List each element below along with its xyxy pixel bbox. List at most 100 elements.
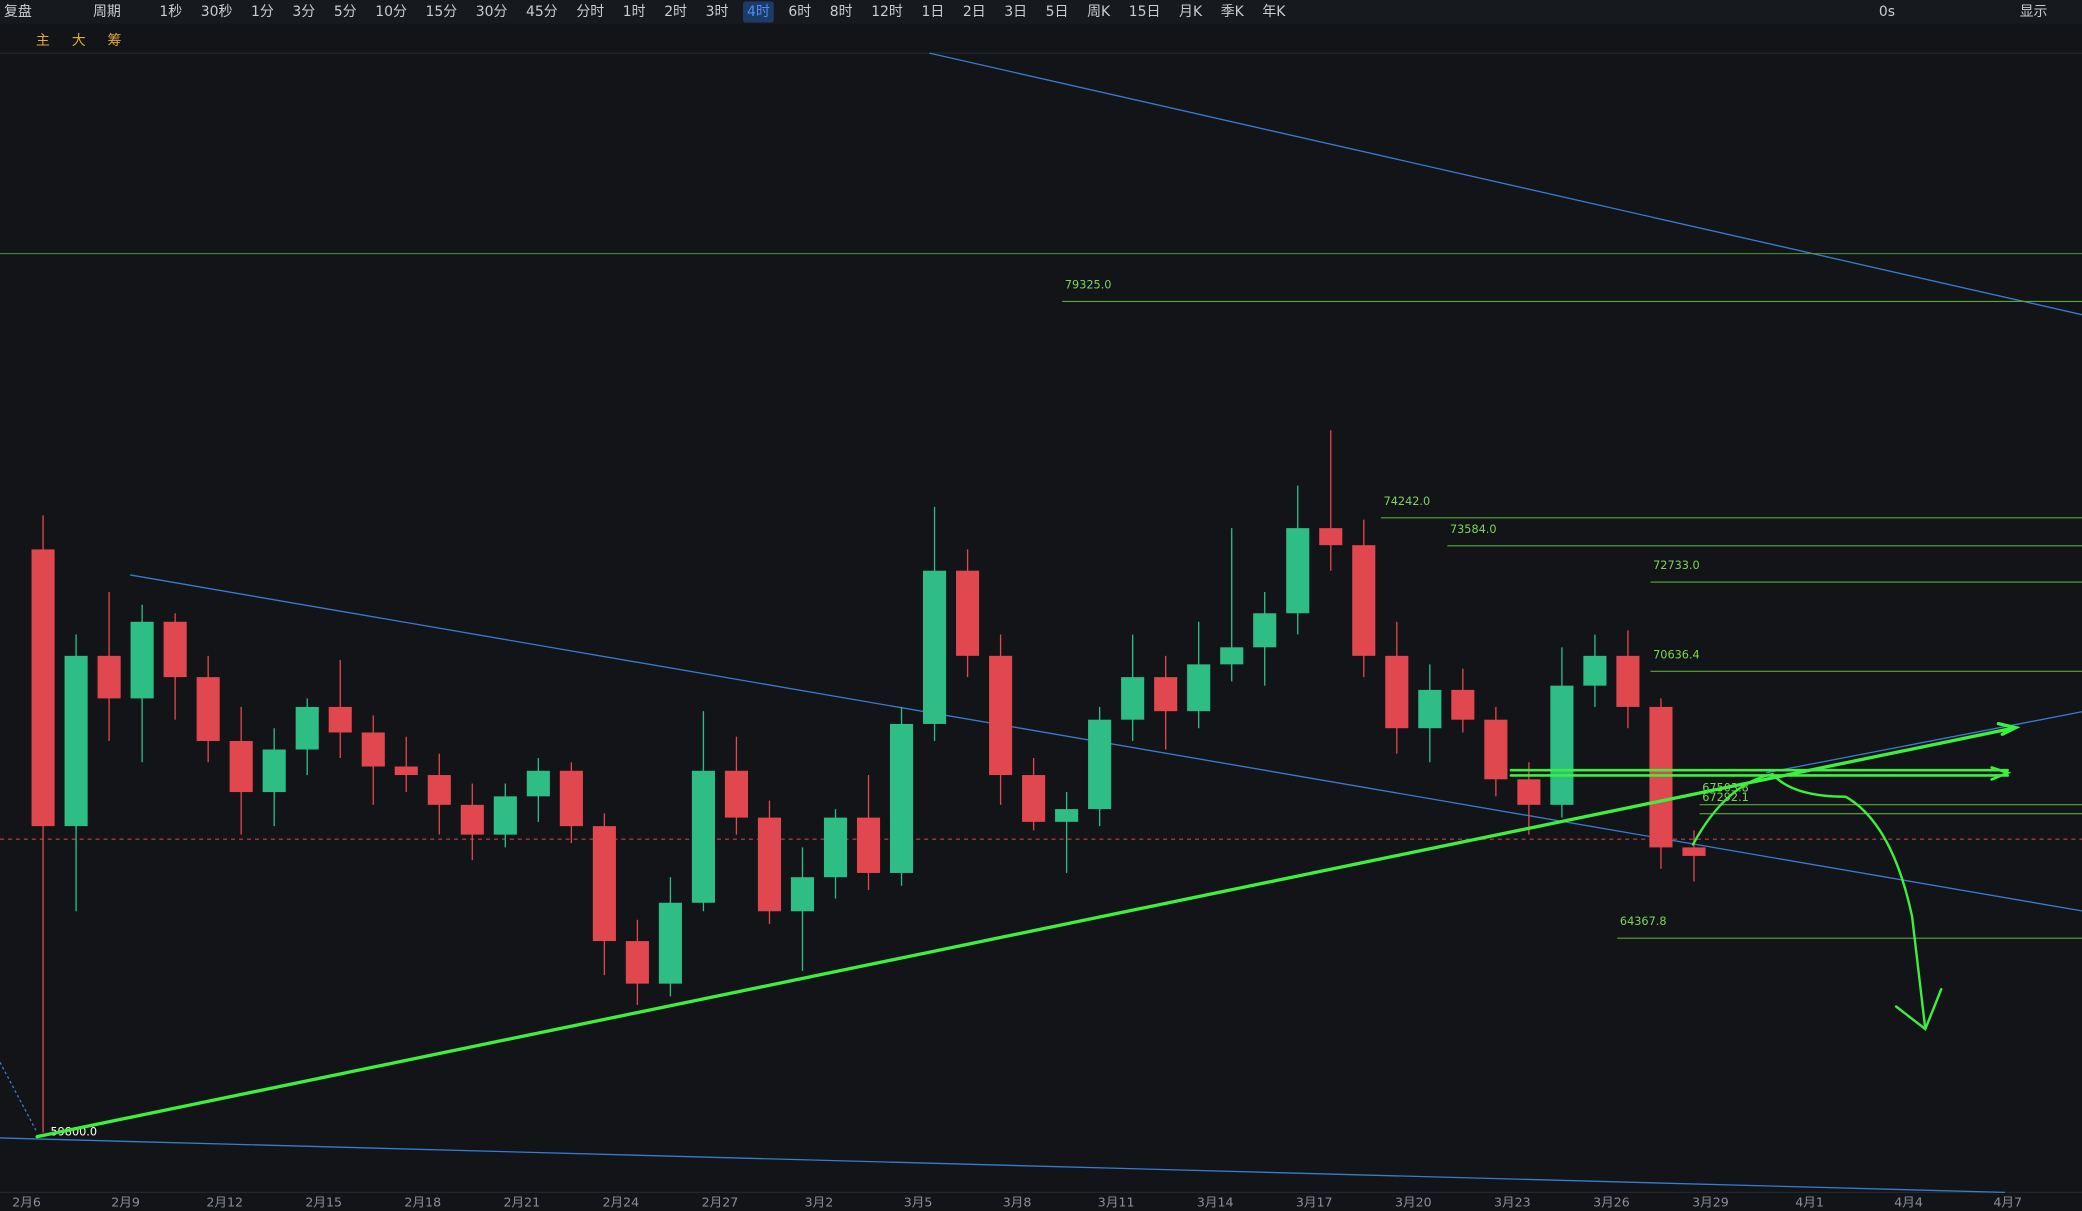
- timeframe-button[interactable]: 10分: [375, 4, 407, 20]
- toolbar: [0, 0, 2082, 24]
- annotation: [35, 722, 2021, 1139]
- x-axis-label: 2月18: [404, 1195, 441, 1210]
- candle-body: [625, 941, 649, 984]
- candle-body: [1385, 655, 1409, 729]
- x-axis-label: 3月11: [1098, 1195, 1135, 1210]
- candle-body: [262, 749, 286, 793]
- candle-body: [1451, 689, 1475, 720]
- indicator-button[interactable]: 主: [36, 33, 50, 49]
- timeframe-button[interactable]: 季K: [1221, 4, 1245, 20]
- x-axis-label: 4月7: [1993, 1195, 2022, 1210]
- candle-body: [1517, 779, 1541, 805]
- candle-body: [493, 796, 517, 835]
- x-axis-label: 3月14: [1197, 1195, 1234, 1210]
- candle-body: [1616, 655, 1640, 707]
- candle-body: [691, 770, 715, 903]
- x-axis-label: 3月17: [1296, 1195, 1333, 1210]
- candle-body: [856, 817, 881, 873]
- timeframe-button[interactable]: 4时: [747, 4, 770, 20]
- price-level-label: 72733.0: [1653, 559, 1700, 572]
- x-axis-label: 3月29: [1692, 1195, 1729, 1210]
- timeframe-button[interactable]: 5分: [334, 4, 357, 20]
- timeframe-button[interactable]: 3日: [1004, 4, 1027, 20]
- timeframe-button[interactable]: 5日: [1046, 4, 1069, 20]
- timeframe-button[interactable]: 1分: [251, 4, 274, 20]
- indicator-button[interactable]: 大: [72, 33, 86, 49]
- candle-body: [526, 770, 550, 797]
- toolbar-item[interactable]: 周期: [93, 4, 121, 20]
- timeframe-button[interactable]: 1时: [623, 4, 646, 20]
- timeframe-button[interactable]: 15分: [425, 4, 457, 20]
- price-level-label: 67292.1: [1702, 791, 1749, 804]
- x-axis-label: 2月6: [12, 1195, 41, 1210]
- toolbar-item[interactable]: 显示: [2020, 4, 2048, 20]
- candle-body: [1121, 677, 1145, 720]
- x-axis-label: 3月2: [805, 1195, 834, 1210]
- candle-body: [1187, 664, 1211, 712]
- candle-body: [328, 706, 352, 733]
- annotation: [1509, 766, 2012, 781]
- candle-body: [1055, 809, 1079, 822]
- candle-body: [658, 902, 682, 984]
- timeframe-button[interactable]: 2时: [664, 4, 687, 20]
- timeframe-button[interactable]: 1日: [921, 4, 944, 20]
- toolbar-item[interactable]: 复盘: [4, 3, 32, 20]
- candle-body: [1682, 847, 1706, 856]
- timeframe-button[interactable]: 月K: [1179, 4, 1203, 20]
- active-highlight: [743, 1, 774, 23]
- candle-body: [361, 732, 385, 767]
- candle-body: [1484, 719, 1508, 780]
- timeframe-button[interactable]: 30秒: [201, 4, 233, 20]
- candle-body: [757, 817, 782, 912]
- timeframe-button[interactable]: 分时: [576, 4, 604, 20]
- candle-body: [1649, 706, 1673, 848]
- candle-body: [31, 549, 55, 827]
- x-axis-label: 3月23: [1494, 1195, 1531, 1210]
- candle-body: [130, 621, 154, 699]
- price-level-label: 73584.0: [1450, 523, 1497, 536]
- timeframe-button[interactable]: 45分: [526, 4, 558, 20]
- candle-body: [64, 655, 88, 827]
- timeframe-button[interactable]: 年K: [1262, 4, 1286, 20]
- candle-body: [1319, 528, 1343, 546]
- candle-body: [1220, 647, 1244, 665]
- price-level-label: 59800.0: [50, 1126, 97, 1139]
- candle-body: [559, 770, 583, 827]
- x-axis-label: 2月12: [206, 1195, 243, 1210]
- timeframe-button[interactable]: 15日: [1129, 4, 1161, 20]
- indicator-button[interactable]: 筹: [108, 32, 122, 49]
- candle-body: [1286, 528, 1310, 614]
- candle-body: [1583, 655, 1607, 686]
- candle-body: [956, 570, 980, 656]
- timeframe-button[interactable]: 周K: [1087, 4, 1111, 20]
- timeframe-button[interactable]: 12时: [871, 4, 903, 20]
- candle-body: [592, 826, 616, 942]
- candle-body: [922, 570, 947, 724]
- candle-body: [427, 775, 451, 805]
- candle-body: [1253, 613, 1277, 648]
- timeframe-button[interactable]: 3时: [706, 4, 729, 20]
- price-level-label: 74242.0: [1384, 495, 1431, 508]
- candle-body: [1022, 775, 1046, 822]
- timeframe-button[interactable]: 3分: [292, 4, 315, 20]
- trend-line: [929, 52, 2082, 316]
- trend-line: [0, 1061, 38, 1133]
- timeframe-button[interactable]: 8时: [830, 4, 853, 20]
- x-axis-label: 4月4: [1894, 1195, 1923, 1210]
- toolbar-item[interactable]: 0s: [1879, 4, 1895, 20]
- timeframe-button[interactable]: 1秒: [159, 4, 182, 20]
- timeframe-button[interactable]: 30分: [476, 4, 508, 20]
- candle-body: [295, 706, 319, 750]
- price-level-label: 70636.4: [1653, 648, 1700, 661]
- candle-body: [163, 621, 187, 678]
- x-axis-label: 3月26: [1593, 1195, 1630, 1210]
- x-axis-label: 4月1: [1795, 1195, 1824, 1210]
- candle-body: [229, 740, 253, 793]
- timeframe-button[interactable]: 2日: [963, 4, 986, 20]
- candle-body: [394, 766, 418, 776]
- candle-body: [889, 723, 914, 873]
- timeframe-button[interactable]: 6时: [788, 4, 811, 20]
- candle-body: [1550, 685, 1574, 805]
